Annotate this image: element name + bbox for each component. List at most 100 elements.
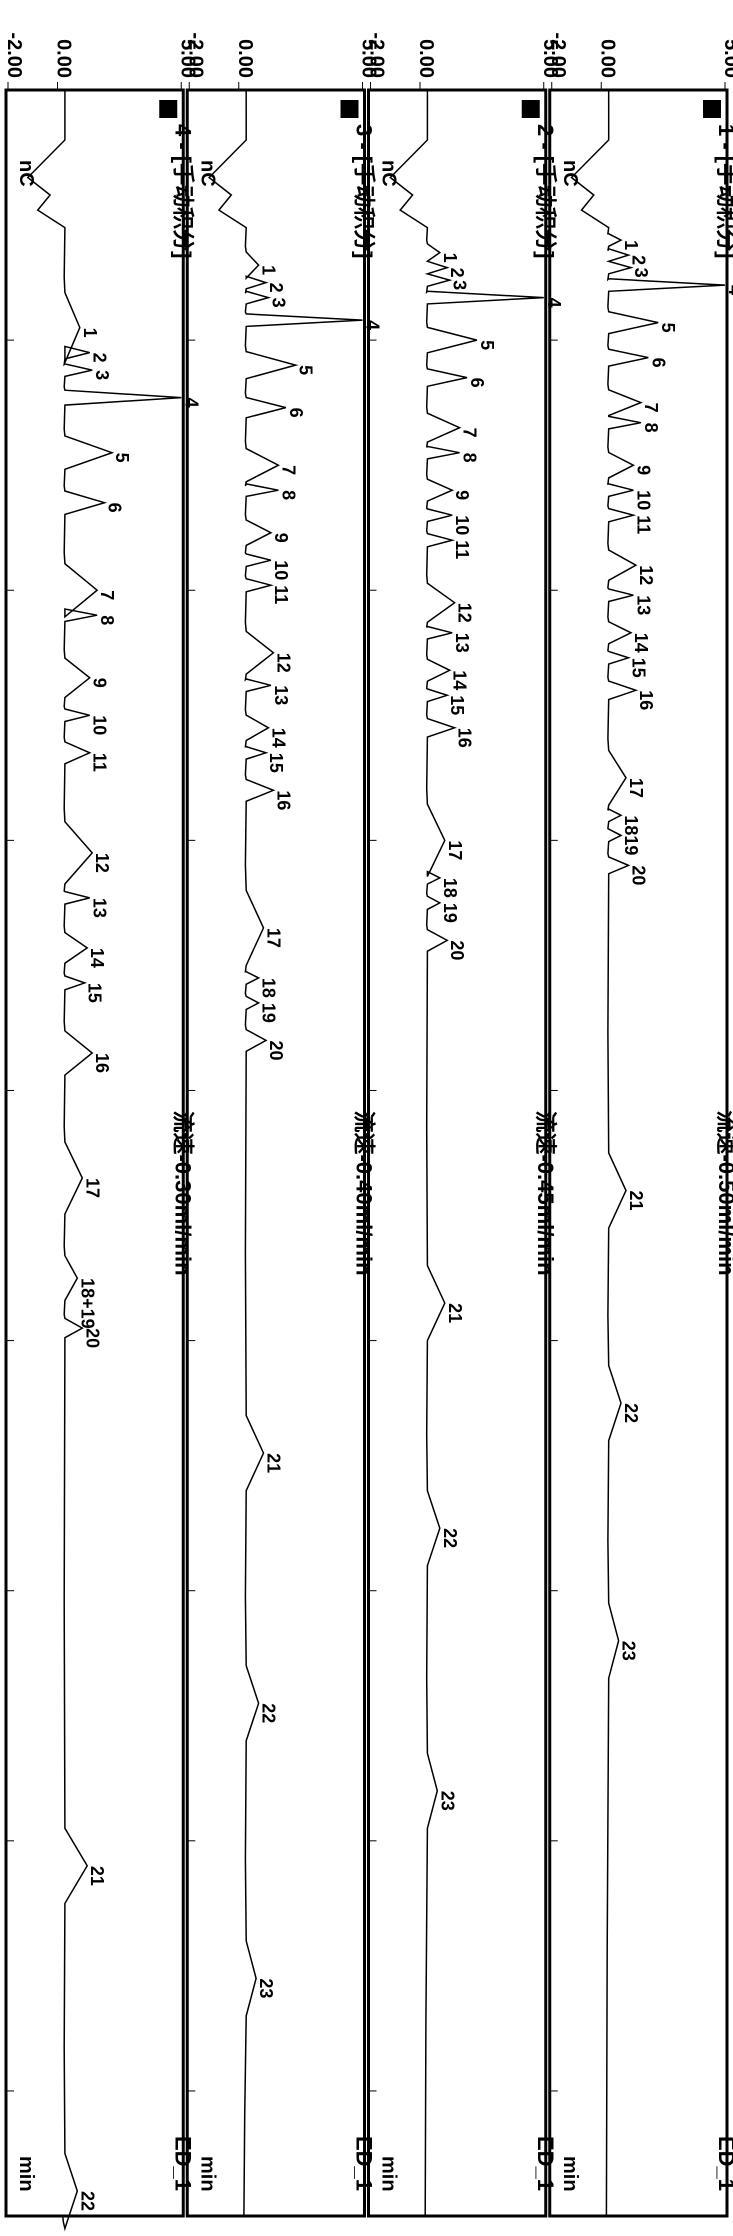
peak-label: 4 [363, 320, 383, 330]
peak-label: 18 [259, 978, 279, 998]
peak-label: 6 [467, 378, 487, 388]
peak-label: 3 [92, 370, 112, 380]
peak-label: 3 [450, 280, 470, 290]
peak-label: 13 [90, 898, 110, 918]
chromatogram-panel: -2.000.005.00123456789101112131415161718… [366, 32, 564, 2216]
flow-rate-label: 流速-0.50ml/min [714, 1110, 733, 1275]
panel-title: 4 - [手动积分] [170, 124, 195, 258]
x-unit-label: min [378, 2156, 400, 2192]
peak-label: 16 [92, 1053, 112, 1073]
panel-title: 1 - [手动积分] [714, 124, 733, 258]
detector-label: ED_1 [714, 2136, 733, 2191]
y-tick-label: 0.00 [234, 39, 256, 78]
peak-label: 5 [658, 323, 678, 333]
peak-label: 7 [641, 403, 661, 413]
peak-label: 18+19 [77, 1278, 97, 1329]
peak-label: 2 [628, 255, 648, 265]
peak-label: 4 [725, 285, 733, 295]
chromatogram-trace [390, 90, 544, 2216]
detector-label: ED_1 [352, 2136, 377, 2191]
peak-label: 20 [447, 940, 467, 960]
peak-label: 2 [266, 283, 286, 293]
panel-icon [522, 100, 540, 118]
peak-label: 12 [455, 603, 475, 623]
peak-label: 4 [181, 398, 201, 408]
peak-label: 6 [105, 503, 125, 513]
peak-label: 5 [112, 453, 132, 463]
peak-label: 7 [278, 465, 298, 475]
peak-label: 12 [636, 565, 656, 585]
peak-label: 22 [259, 1703, 279, 1723]
peak-label: 12 [273, 653, 293, 673]
peak-label: 8 [641, 423, 661, 433]
peak-label: 17 [626, 778, 646, 798]
peak-label: 7 [97, 590, 117, 600]
peak-label: 7 [460, 428, 480, 438]
panel-title: 3 - [手动积分] [352, 124, 377, 258]
peak-label: 21 [445, 1303, 465, 1323]
peak-label: 17 [82, 1178, 102, 1198]
peak-label: 13 [633, 595, 653, 615]
peak-label: 16 [636, 690, 656, 710]
peak-label: 15 [266, 753, 286, 773]
peak-label: 15 [85, 983, 105, 1003]
peak-label: 10 [452, 515, 472, 535]
peak-label: 17 [445, 840, 465, 860]
peak-label: 5 [477, 340, 497, 350]
y-tick-label: -2.00 [366, 32, 388, 78]
y-tick-label: 5.00 [720, 39, 733, 78]
y-tick-label: -2.00 [184, 32, 206, 78]
peak-label: 15 [447, 695, 467, 715]
x-unit-label: min [196, 2156, 218, 2192]
peak-label: 20 [628, 865, 648, 885]
peak-label: 21 [87, 1866, 107, 1886]
peak-label: 9 [452, 490, 472, 500]
peak-label: 21 [264, 1453, 284, 1473]
peak-label: 16 [455, 728, 475, 748]
peak-label: 8 [97, 615, 117, 625]
detector-label: ED_1 [533, 2136, 558, 2191]
peak-label: 1 [440, 253, 460, 263]
y-unit-label: nC [196, 160, 218, 187]
peak-label: 9 [271, 533, 291, 543]
peak-label: 14 [450, 670, 470, 690]
peak-label: 17 [264, 928, 284, 948]
peak-label: 8 [278, 490, 298, 500]
y-tick-label: 0.00 [596, 39, 618, 78]
peak-label: 23 [256, 1978, 276, 1998]
peak-label: 11 [452, 540, 472, 559]
peak-label: 16 [273, 790, 293, 810]
chromatogram-trace [28, 90, 182, 2229]
peak-label: 22 [77, 2191, 97, 2211]
peak-label: 13 [271, 685, 291, 705]
peak-label: 13 [452, 633, 472, 653]
peak-label: 1 [621, 240, 641, 250]
peak-label: 19 [621, 835, 641, 855]
peak-label: 1 [80, 328, 100, 338]
peak-label: 14 [268, 728, 288, 748]
x-unit-label: min [15, 2156, 37, 2192]
peak-label: 11 [90, 753, 110, 772]
y-unit-label: nC [559, 160, 581, 187]
peak-label: 11 [633, 515, 653, 534]
peak-label: 15 [628, 658, 648, 678]
peak-label: 9 [90, 678, 110, 688]
peak-label: 10 [90, 715, 110, 735]
y-tick-label: 0.00 [53, 39, 75, 78]
peak-label: 19 [440, 903, 460, 923]
chromatogram-panel: -2.000.005.00123456789101112131415161718… [3, 32, 201, 2228]
peak-label: 22 [621, 1403, 641, 1423]
peak-label: 3 [268, 298, 288, 308]
peak-label: 2 [447, 268, 467, 278]
panel-icon [341, 100, 359, 118]
peak-label: 19 [259, 1003, 279, 1023]
peak-label: 22 [440, 1528, 460, 1548]
peak-label: 6 [286, 408, 306, 418]
y-tick-label: 0.00 [415, 39, 437, 78]
peak-label: 23 [437, 1791, 457, 1811]
y-unit-label: nC [15, 160, 37, 187]
panel-title: 2 - [手动积分] [533, 124, 558, 258]
peak-label: 12 [92, 853, 112, 873]
peak-label: 20 [82, 1328, 102, 1348]
peak-label: 9 [633, 465, 653, 475]
